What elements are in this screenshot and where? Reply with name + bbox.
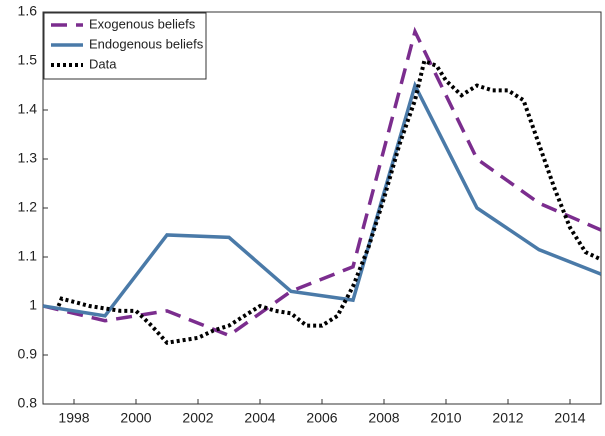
x-tick-label: 2008 xyxy=(368,410,399,426)
x-tick-label: 2010 xyxy=(430,410,461,426)
x-tick-label: 2000 xyxy=(120,410,151,426)
x-tick-label: 1998 xyxy=(58,410,89,426)
x-tick-label: 2012 xyxy=(492,410,523,426)
line xyxy=(43,26,601,338)
x-tick-label: 2004 xyxy=(244,410,275,426)
x-tick-label: 2002 xyxy=(182,410,213,426)
y-tick-label: 0.8 xyxy=(18,395,38,411)
legend-label: Endogenous beliefs xyxy=(89,36,204,51)
x-tick-label: 2006 xyxy=(306,410,337,426)
legend-label: Data xyxy=(89,56,117,71)
y-tick-label: 1.3 xyxy=(18,150,38,166)
legend-label: Exogenous beliefs xyxy=(89,16,196,31)
x-tick-label: 2014 xyxy=(554,410,585,426)
y-tick-label: 1.6 xyxy=(18,3,38,19)
y-tick-label: 1.2 xyxy=(18,199,38,215)
line xyxy=(43,80,601,318)
y-tick-label: 1.1 xyxy=(18,248,38,264)
y-tick-label: 1 xyxy=(29,297,37,313)
y-tick-label: 1.4 xyxy=(18,101,38,117)
line xyxy=(56,58,601,345)
y-tick-label: 1.5 xyxy=(18,52,38,68)
y-tick-label: 0.9 xyxy=(18,346,38,362)
